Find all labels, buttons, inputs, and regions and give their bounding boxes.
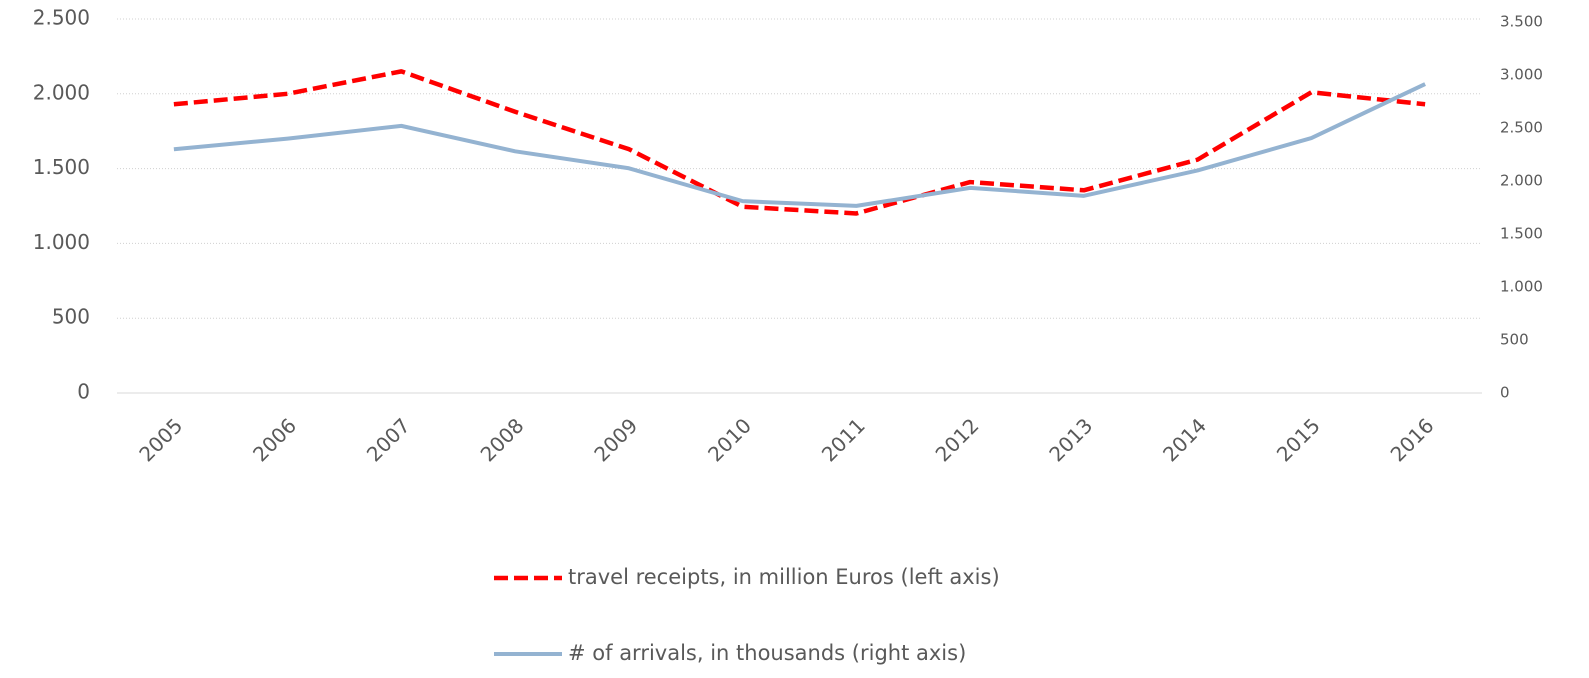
x-tick-label: 2010 <box>703 413 756 466</box>
y2-tick-label: 0 <box>1500 384 1510 402</box>
x-tick-label: 2011 <box>817 413 870 466</box>
x-tick-label: 2006 <box>248 413 301 466</box>
y2-tick-label: 500 <box>1500 331 1529 349</box>
y-tick-label: 2.500 <box>33 6 90 30</box>
x-tick-label: 2014 <box>1158 413 1211 466</box>
y2-tick-label: 3.500 <box>1500 13 1543 31</box>
series-line <box>173 82 1426 208</box>
y2-tick-label: 1.500 <box>1500 225 1543 243</box>
x-tick-label: 2015 <box>1272 413 1325 466</box>
y2-tick-label: 3.000 <box>1500 66 1543 84</box>
y-tick-label: 1.500 <box>33 155 90 179</box>
series-line <box>173 69 1426 216</box>
x-tick-label: 2013 <box>1044 413 1097 466</box>
y-tick-label: 2.000 <box>33 80 90 104</box>
legend-label: travel receipts, in million Euros (left … <box>568 565 1000 589</box>
y2-tick-label: 2.000 <box>1500 172 1543 190</box>
x-tick-label: 2009 <box>589 413 642 466</box>
x-tick-label: 2012 <box>931 413 984 466</box>
legend-label: # of arrivals, in thousands (right axis) <box>568 641 966 665</box>
y-tick-label: 0 <box>77 380 90 404</box>
y2-tick-label: 1.000 <box>1500 278 1543 296</box>
x-tick-label: 2008 <box>476 413 529 466</box>
y2-tick-label: 2.500 <box>1500 119 1543 137</box>
x-tick-label: 2005 <box>134 413 187 466</box>
y-tick-label: 1.000 <box>33 230 90 254</box>
y-tick-label: 500 <box>52 305 90 329</box>
x-tick-label: 2007 <box>362 413 415 466</box>
x-tick-label: 2016 <box>1386 413 1439 466</box>
